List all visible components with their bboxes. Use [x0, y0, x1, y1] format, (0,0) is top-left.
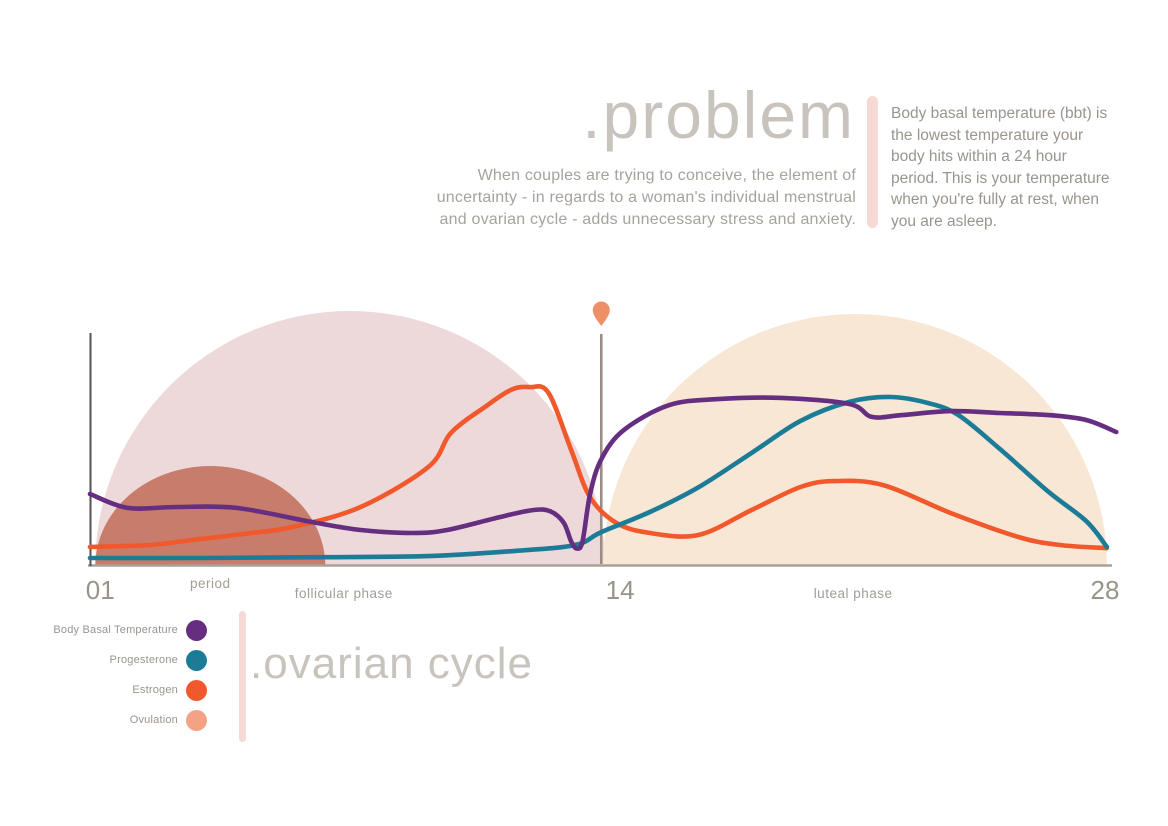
aside-line: period. This is your temperature	[891, 169, 1110, 187]
legend-label: Progesterone	[109, 654, 178, 666]
progesterone-curve	[87, 394, 1110, 561]
intro-line: uncertainty - in regards to a woman's in…	[436, 189, 856, 206]
intro-line: When couples are trying to conceive, the…	[477, 167, 856, 184]
phase-label: luteal phase	[814, 586, 893, 601]
legend-item: Body Basal Temperature	[28, 615, 207, 645]
x-tick-label: 28	[1091, 575, 1120, 605]
legend-item: Progesterone	[28, 645, 207, 675]
ovulation-dot-icon	[186, 709, 207, 731]
phase-label: period	[190, 576, 231, 591]
intro-line: and ovarian cycle - adds unnecessary str…	[439, 211, 856, 228]
x-tick-label: 14	[606, 575, 635, 605]
section-title: .ovarian cycle	[250, 639, 534, 688]
header-divider-bar	[867, 96, 878, 228]
legend-label: Estrogen	[132, 684, 178, 696]
section-divider-bar	[239, 611, 246, 742]
x-tick-label: 01	[86, 575, 115, 605]
bbt-dot-icon	[186, 619, 207, 641]
bbt-curve	[87, 395, 1119, 551]
estrogen-curve	[87, 384, 1110, 551]
aside-line: the lowest temperature your	[891, 126, 1084, 144]
phase-label: follicular phase	[295, 586, 393, 601]
luteal-dome	[603, 314, 1107, 566]
period-dome	[95, 466, 326, 566]
aside-line: you are asleep.	[891, 212, 997, 230]
legend-item: Ovulation	[28, 705, 207, 735]
legend-label: Ovulation	[129, 714, 178, 726]
ovulation-droplet-icon	[592, 301, 610, 326]
bbt-definition-text: Body basal temperature (bbt) is the lowe…	[891, 103, 1110, 232]
aside-line: when you're fully at rest, when	[891, 191, 1100, 208]
estrogen-dot-icon	[186, 679, 207, 701]
intro-text: When couples are trying to conceive, the…	[437, 165, 856, 231]
legend: Body Basal Temperature Progesterone Estr…	[28, 615, 207, 735]
legend-label: Body Basal Temperature	[53, 624, 178, 636]
legend-item: Estrogen	[28, 675, 207, 705]
progesterone-dot-icon	[186, 649, 207, 671]
page-title: .problem	[582, 78, 855, 152]
aside-line: Body basal temperature (bbt) is	[891, 105, 1108, 122]
aside-line: body hits within a 24 hour	[891, 148, 1067, 165]
